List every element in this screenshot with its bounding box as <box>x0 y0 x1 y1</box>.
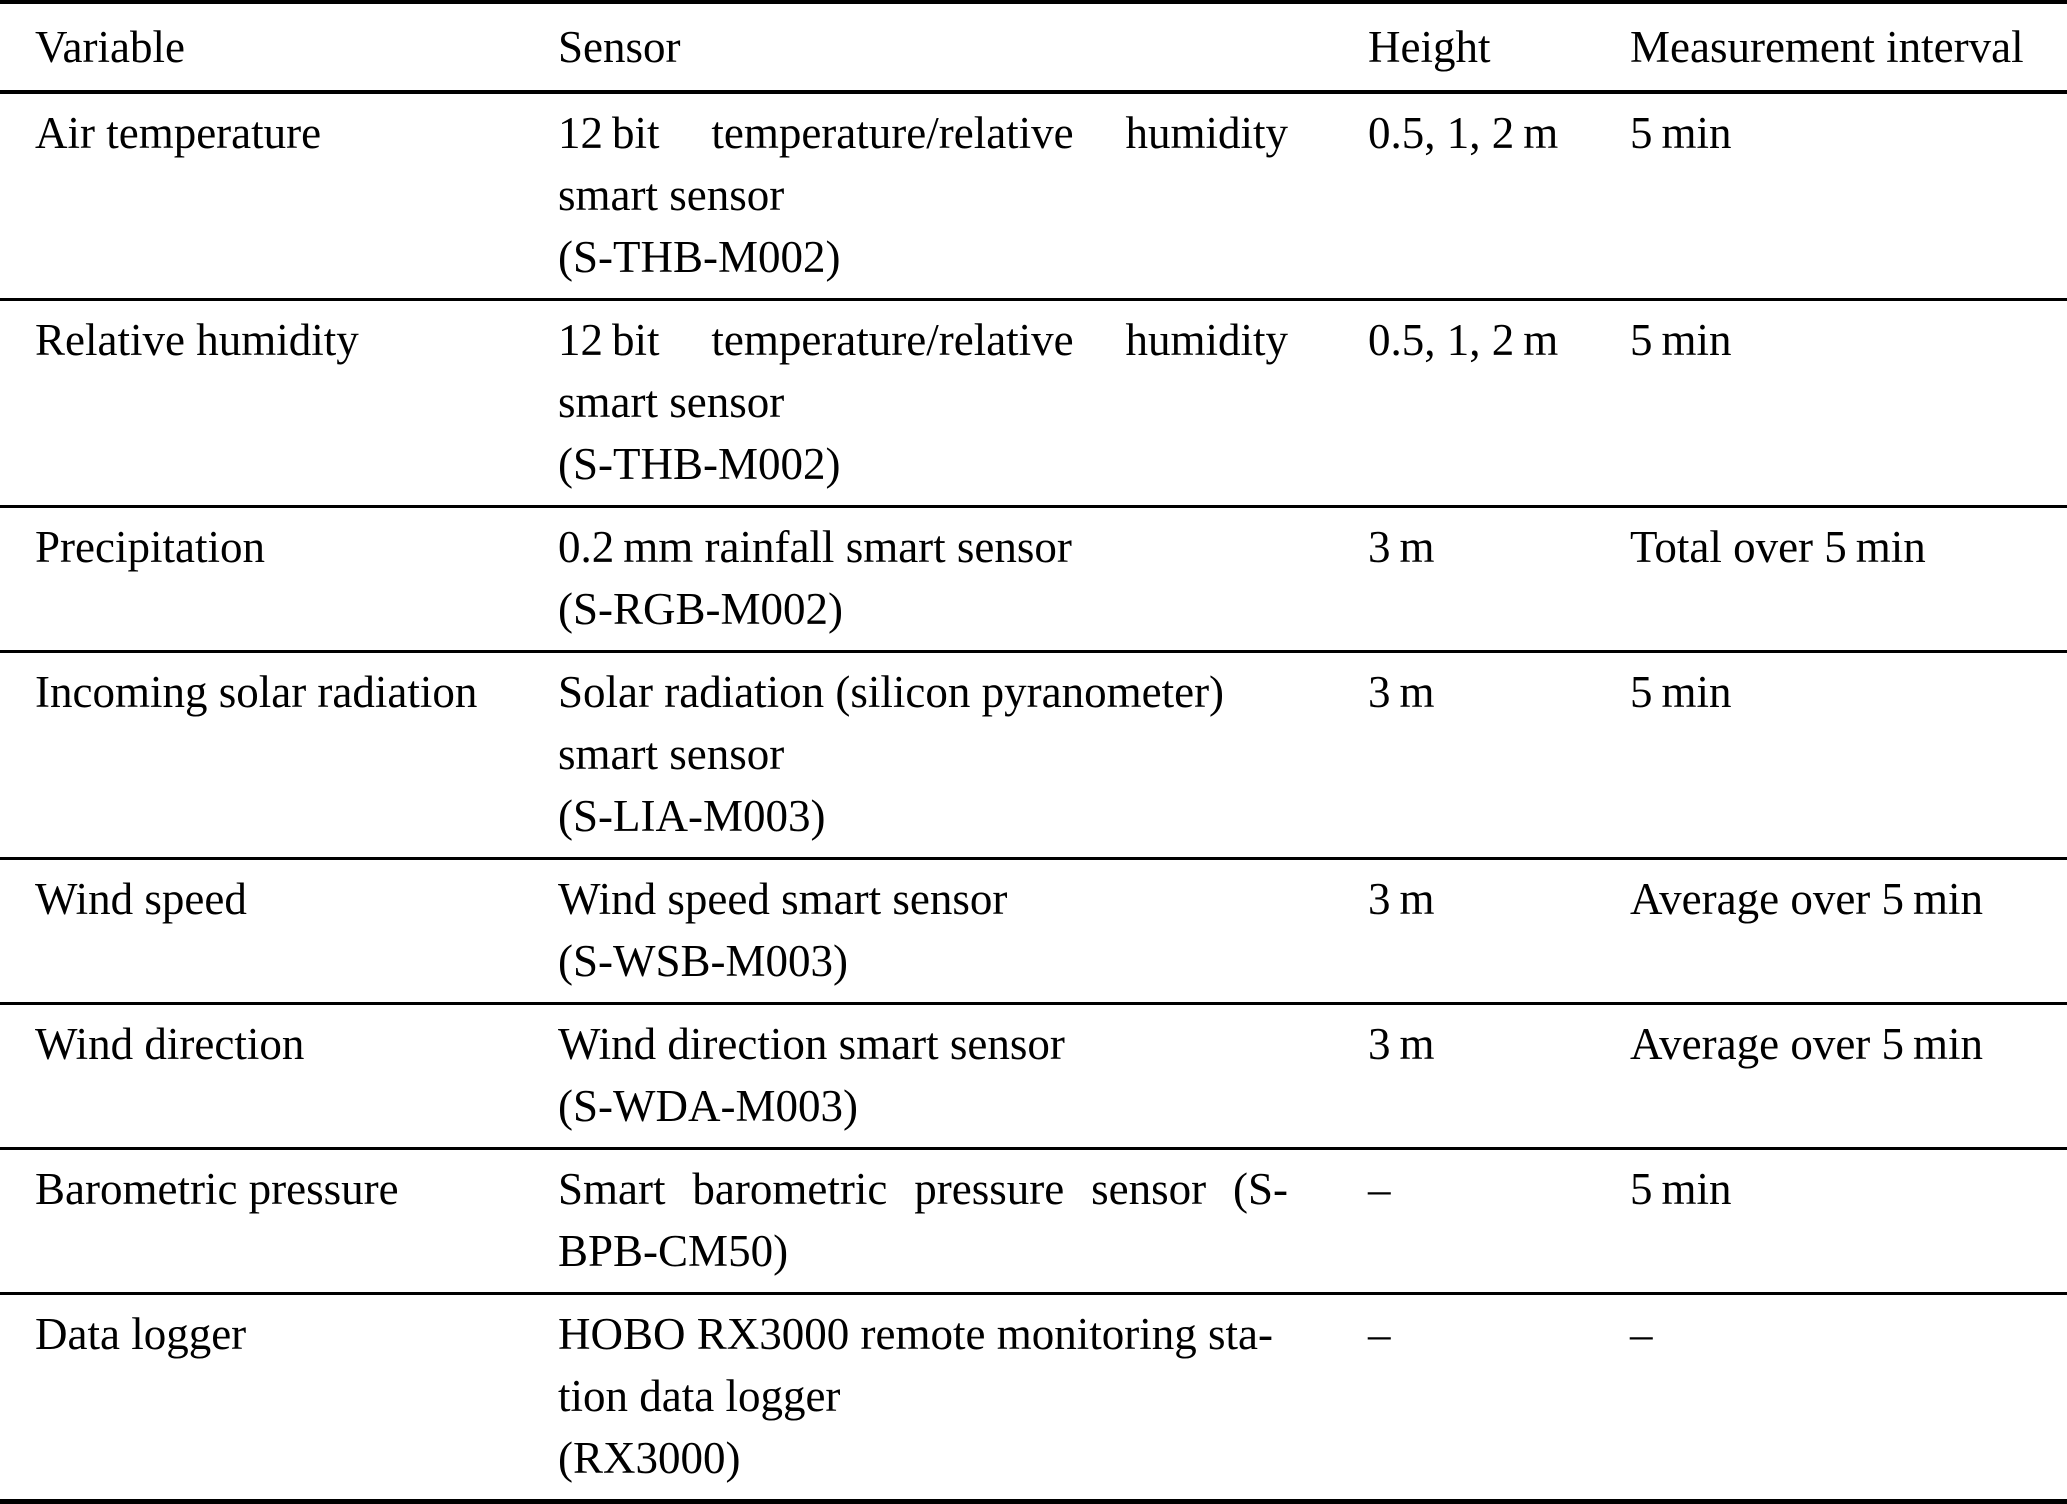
variable-cell: Wind speed <box>35 874 247 924</box>
header-row: Variable Sensor Height Measurement inter… <box>0 2 2067 92</box>
interval-cell: 5 min <box>1630 315 1732 365</box>
table-row: Wind direction Wind direction smart sens… <box>0 1004 2067 1149</box>
column-header-interval: Measurement interval <box>1630 22 2024 72</box>
height-cell: – <box>1368 1309 1391 1359</box>
table-row: Data logger HOBO RX3000 remote monitorin… <box>0 1294 2067 1502</box>
interval-cell: Average over 5 min <box>1630 874 1984 924</box>
sensor-line: 0.2 mm rainfall smart sensor <box>558 522 1072 572</box>
sensor-line: (S-LIA-M003) <box>558 791 826 841</box>
interval-cell: Total over 5 min <box>1630 522 1926 572</box>
sensor-line: 12 bit temperature/relative humidity <box>558 108 1288 158</box>
variable-cell: Wind direction <box>35 1019 305 1069</box>
table-row: Relative humidity 12 bit temperature/rel… <box>0 300 2067 507</box>
sensor-line: (S-THB-M002) <box>558 439 841 489</box>
sensor-line: (RX3000) <box>558 1433 741 1483</box>
sensor-line: Smart barometric pressure sensor (S- <box>558 1164 1288 1214</box>
sensor-cell: Wind speed smart sensor (S-WSB-M003) <box>558 859 1368 1004</box>
table-row: Incoming solar radiation Solar radiation… <box>0 652 2067 859</box>
column-header-sensor: Sensor <box>558 22 681 72</box>
variable-cell: Barometric pressure <box>35 1164 399 1214</box>
sensor-line: (S-RGB-M002) <box>558 584 844 634</box>
interval-cell: 5 min <box>1630 667 1732 717</box>
sensor-line: Solar radiation (silicon pyranometer) <box>558 667 1225 717</box>
height-cell: 3 m <box>1368 1019 1435 1069</box>
sensor-line: (S-WDA-M003) <box>558 1081 858 1131</box>
sensor-cell: Smart barometric pressure sensor (S- BPB-… <box>558 1149 1368 1294</box>
height-cell: 0.5, 1, 2 m <box>1368 315 1559 365</box>
variable-cell: Precipitation <box>35 522 265 572</box>
sensor-cell: HOBO RX3000 remote monitoring sta-tion d… <box>558 1294 1368 1502</box>
height-cell: 3 m <box>1368 667 1435 717</box>
table-row: Precipitation 0.2 mm rainfall smart sens… <box>0 507 2067 652</box>
sensor-line: 12 bit temperature/relative humidity <box>558 315 1288 365</box>
sensor-line: smart sensor <box>558 170 785 220</box>
table-row: Barometric pressure Smart barometric pre… <box>0 1149 2067 1294</box>
sensor-line: smart sensor <box>558 729 785 779</box>
sensor-cell: 12 bit temperature/relative humidity smar… <box>558 92 1368 300</box>
variable-cell: Air temperature <box>35 108 322 158</box>
height-cell: 0.5, 1, 2 m <box>1368 108 1559 158</box>
sensor-line: smart sensor <box>558 377 785 427</box>
height-cell: 3 m <box>1368 522 1435 572</box>
sensor-line: BPB-CM50) <box>558 1226 789 1276</box>
height-cell: 3 m <box>1368 874 1435 924</box>
table-row: Wind speed Wind speed smart sensor (S-WSB… <box>0 859 2067 1004</box>
column-header-variable: Variable <box>35 22 185 72</box>
variable-cell: Relative humidity <box>35 315 359 365</box>
table-row: Air temperature 12 bit temperature/relat… <box>0 92 2067 300</box>
variable-cell: Incoming solar radiation <box>35 667 478 717</box>
sensor-cell: Solar radiation (silicon pyranometer) sma… <box>558 652 1368 859</box>
column-header-height: Height <box>1368 22 1491 72</box>
sensor-line: HOBO RX3000 remote monitoring sta- <box>558 1309 1273 1359</box>
sensor-line: (S-THB-M002) <box>558 232 841 282</box>
interval-cell: 5 min <box>1630 1164 1732 1214</box>
variable-cell: Data logger <box>35 1309 247 1359</box>
sensor-line: (S-WSB-M003) <box>558 936 848 986</box>
interval-cell: 5 min <box>1630 108 1732 158</box>
height-cell: – <box>1368 1164 1391 1214</box>
sensor-cell: 0.2 mm rainfall smart sensor (S-RGB-M002) <box>558 507 1368 652</box>
sensor-line: Wind direction smart sensor <box>558 1019 1065 1069</box>
sensor-line: Wind speed smart sensor <box>558 874 1008 924</box>
sensor-line: tion data logger <box>558 1371 841 1421</box>
interval-cell: – <box>1630 1309 1653 1359</box>
sensor-cell: 12 bit temperature/relative humidity smar… <box>558 300 1368 507</box>
sensor-cell: Wind direction smart sensor (S-WDA-M003) <box>558 1004 1368 1149</box>
interval-cell: Average over 5 min <box>1630 1019 1984 1069</box>
